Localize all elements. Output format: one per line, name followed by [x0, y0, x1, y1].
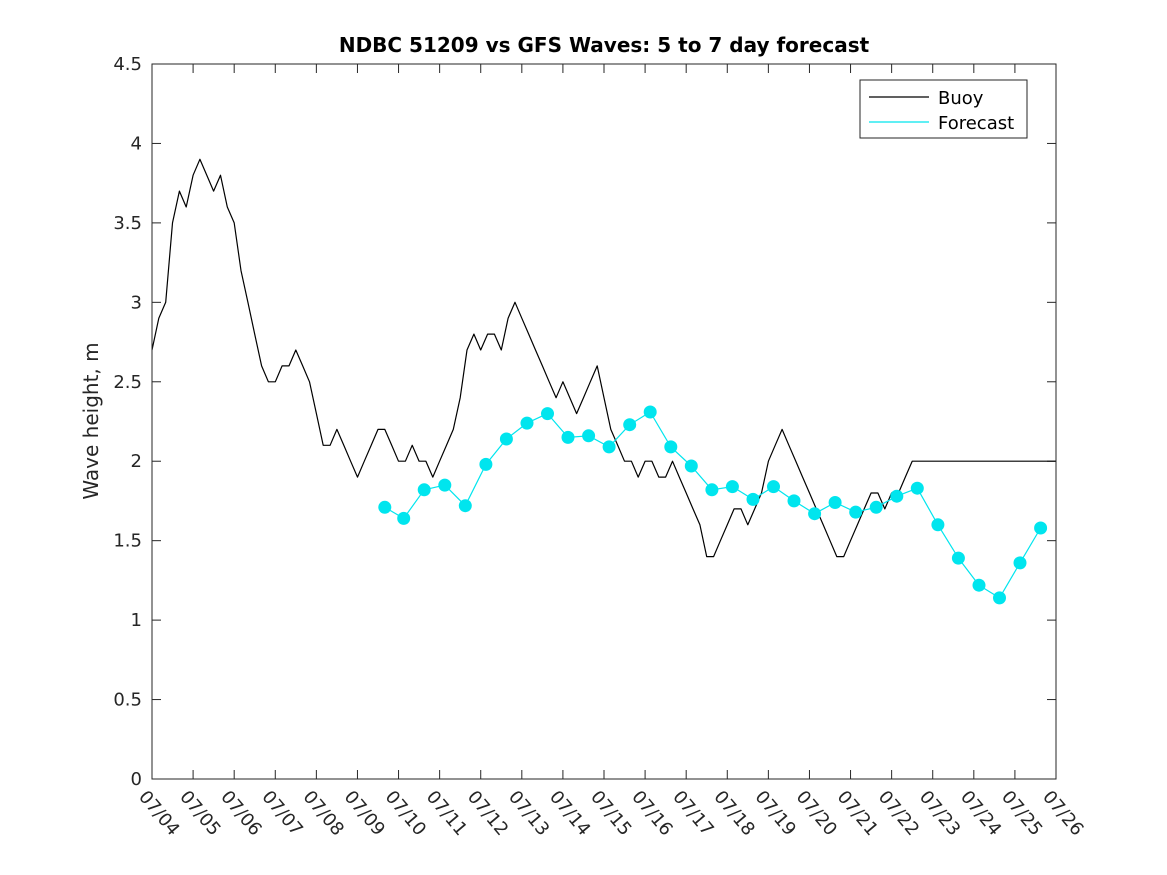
x-tick-label: 07/05: [175, 787, 224, 840]
forecast-point: [623, 418, 637, 432]
y-tick-label: 4.5: [113, 54, 142, 75]
plot-background: [152, 64, 1056, 779]
forecast-point: [787, 494, 801, 508]
x-tick-label: 07/10: [381, 787, 430, 840]
forecast-point: [1013, 556, 1027, 570]
forecast-point: [643, 405, 657, 419]
forecast-point: [951, 551, 965, 565]
forecast-point: [910, 481, 924, 495]
forecast-point: [890, 489, 904, 503]
forecast-point: [767, 480, 780, 494]
forecast-point: [1034, 521, 1048, 535]
forecast-point: [869, 500, 883, 514]
x-tick-label: 07/26: [1038, 787, 1087, 840]
x-tick-label: 07/23: [915, 787, 964, 840]
y-tick-label: 2: [131, 451, 142, 472]
legend-box: [859, 79, 1028, 139]
forecast-series: [378, 405, 1048, 605]
forecast-point: [520, 416, 534, 430]
legend-buoy-label: Buoy: [938, 88, 984, 109]
x-tick-label: 07/17: [668, 787, 717, 840]
x-tick-label: 07/08: [299, 787, 348, 840]
forecast-point: [684, 459, 698, 473]
forecast-point: [417, 483, 431, 497]
forecast-point: [705, 483, 719, 497]
y-tick-label: 2.5: [113, 372, 142, 393]
y-tick-label: 0: [131, 769, 142, 790]
forecast-point: [438, 478, 452, 492]
y-tick-label: 1: [131, 610, 142, 631]
plot-frame: [151, 63, 1057, 780]
y-tick-label: 4: [131, 133, 142, 154]
x-tick-label: 07/19: [751, 787, 800, 840]
forecast-point: [397, 511, 411, 525]
forecast-point: [499, 432, 513, 446]
forecast-point: [993, 591, 1006, 605]
forecast-point: [828, 496, 842, 509]
forecast-point: [725, 480, 739, 494]
x-tick-label: 07/12: [463, 787, 512, 840]
x-tick-label: 07/21: [833, 787, 882, 840]
chart-title: NDBC 51209 vs GFS Waves: 5 to 7 day fore…: [339, 33, 870, 57]
x-tick-label: 07/07: [257, 787, 306, 840]
y-tick-label: 0.5: [113, 690, 142, 711]
forecast-point: [972, 578, 986, 592]
forecast-point: [931, 518, 945, 532]
y-tick-label: 1.5: [113, 531, 142, 552]
y-tick-label: 3.5: [113, 213, 142, 234]
legend-forecast-label: Forecast: [938, 113, 1014, 134]
y-tick-label: 3: [131, 292, 142, 313]
forecast-point: [541, 407, 554, 421]
x-tick-label: 07/06: [216, 787, 265, 840]
forecast-point: [664, 440, 678, 454]
x-tick-label: 07/22: [874, 787, 923, 840]
forecast-point: [602, 440, 616, 454]
forecast-point: [561, 430, 575, 444]
buoy-series: [151, 158, 1056, 558]
buoy-line: [151, 158, 1056, 558]
x-tick-label: 07/24: [956, 787, 1005, 840]
x-tick-label: 07/20: [792, 787, 841, 840]
x-tick-label: 07/15: [586, 787, 635, 840]
x-tick-label: 07/14: [545, 787, 594, 840]
forecast-point: [479, 457, 493, 471]
y-axis-label: Wave height, m: [79, 342, 103, 499]
forecast-point: [746, 492, 760, 506]
x-tick-label: 07/13: [504, 787, 553, 840]
x-tick-label: 07/25: [997, 787, 1046, 840]
x-tick-label: 07/16: [627, 787, 676, 840]
forecast-point: [808, 507, 822, 521]
forecast-point: [378, 500, 392, 514]
x-tick-label: 07/04: [134, 787, 183, 840]
forecast-point: [849, 505, 863, 519]
legend: Buoy Forecast: [859, 79, 1028, 139]
x-tick-label: 07/18: [709, 787, 758, 840]
x-tick-label: 07/09: [340, 787, 389, 840]
forecast-point: [582, 429, 596, 443]
forecast-point: [458, 499, 472, 513]
x-tick-label: 07/11: [422, 787, 471, 840]
